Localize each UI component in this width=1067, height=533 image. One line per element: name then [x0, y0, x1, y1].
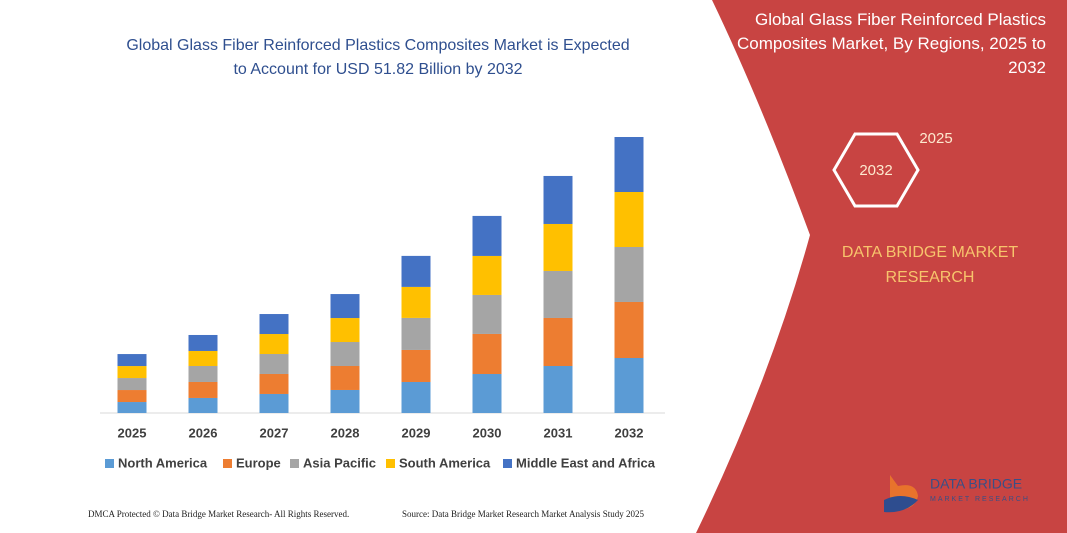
bar-segment: [117, 366, 147, 379]
legend-swatch: [223, 459, 232, 468]
bar-segment: [188, 365, 218, 382]
legend-label: North America: [118, 455, 208, 470]
bar-segment: [188, 381, 218, 398]
legend-label: Europe: [236, 455, 281, 470]
x-tick-label: 2028: [331, 425, 360, 440]
footer-left: DMCA Protected © Data Bridge Market Rese…: [88, 509, 350, 519]
bar-segment: [472, 294, 502, 334]
bar-segment: [117, 354, 147, 367]
bar-segment: [259, 314, 289, 335]
bar-segment: [614, 137, 644, 192]
legend-swatch: [105, 459, 114, 468]
bar-segment: [401, 286, 431, 318]
bar-segment: [543, 317, 573, 366]
legend-label: South America: [399, 455, 491, 470]
bar-segment: [117, 402, 147, 413]
x-tick-label: 2029: [402, 425, 431, 440]
legend-label: Asia Pacific: [303, 455, 376, 470]
bar-segment: [614, 301, 644, 359]
bar-segment: [614, 246, 644, 302]
x-tick-label: 2031: [544, 425, 573, 440]
bar-segment: [472, 373, 502, 413]
x-tick-label: 2026: [189, 425, 218, 440]
bar-segment: [614, 191, 644, 247]
logo-icon: [884, 496, 918, 513]
bar-segment: [401, 255, 431, 287]
bar-segment: [614, 358, 644, 413]
footer-right: Source: Data Bridge Market Research Mark…: [402, 509, 644, 519]
x-tick-label: 2027: [260, 425, 289, 440]
brand: DATA BRIDGE MARKET RESEARCH: [841, 244, 1019, 286]
legend-swatch: [290, 459, 299, 468]
bar-segment: [259, 354, 289, 374]
legend-label: Middle East and Africa: [516, 455, 656, 470]
hexagon: [832, 132, 920, 208]
bar-segment: [543, 223, 573, 271]
bar-segment: [401, 317, 431, 350]
bar-segment: [330, 294, 360, 319]
bar-segment: [401, 381, 431, 413]
bar-segment: [188, 397, 218, 413]
bar-segment: [117, 378, 147, 391]
legend-swatch: [503, 459, 512, 468]
x-tick-label: 2032: [615, 425, 644, 440]
hex-label: 2025: [919, 130, 952, 147]
bar-segment: [188, 350, 218, 366]
chart-title: Global Glass Fiber Reinforced Plastics C…: [126, 37, 630, 78]
bar-segment: [472, 333, 502, 374]
bar-segment: [117, 390, 147, 403]
x-tick-label: 2025: [118, 425, 147, 440]
side-panel: [696, 0, 1067, 533]
bar-segment: [543, 365, 573, 413]
bar-segment: [330, 389, 360, 413]
bar-segment: [543, 270, 573, 318]
legend-swatch: [386, 459, 395, 468]
bar-segment: [259, 393, 289, 413]
logo-name: DATA BRIDGE: [930, 476, 1022, 492]
bar-segment: [330, 342, 360, 366]
bar-segment: [259, 334, 289, 355]
bar-segment: [472, 255, 502, 295]
bar-segment: [472, 215, 502, 256]
logo-tagline: MARKET RESEARCH: [930, 496, 1030, 503]
hex-label: 2032: [859, 162, 892, 179]
bar-segment: [188, 334, 218, 351]
x-tick-label: 2030: [473, 425, 502, 440]
bar-segment: [330, 318, 360, 343]
bar-segment: [259, 373, 289, 394]
bar-segment: [543, 175, 573, 224]
bar-segment: [401, 349, 431, 382]
bar-segment: [330, 365, 360, 390]
panel-title: Global Glass Fiber Reinforced Plastics C…: [737, 10, 1046, 77]
